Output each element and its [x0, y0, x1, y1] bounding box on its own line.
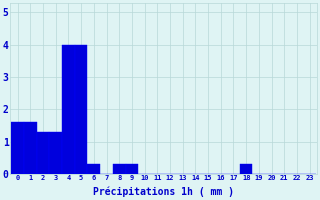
Bar: [113, 164, 125, 174]
Bar: [11, 122, 24, 174]
X-axis label: Précipitations 1h ( mm ): Précipitations 1h ( mm ): [93, 187, 234, 197]
Bar: [62, 45, 75, 174]
Bar: [75, 45, 87, 174]
Bar: [49, 132, 62, 174]
Bar: [125, 164, 138, 174]
Bar: [37, 132, 49, 174]
Bar: [24, 122, 37, 174]
Bar: [240, 164, 252, 174]
Bar: [87, 164, 100, 174]
